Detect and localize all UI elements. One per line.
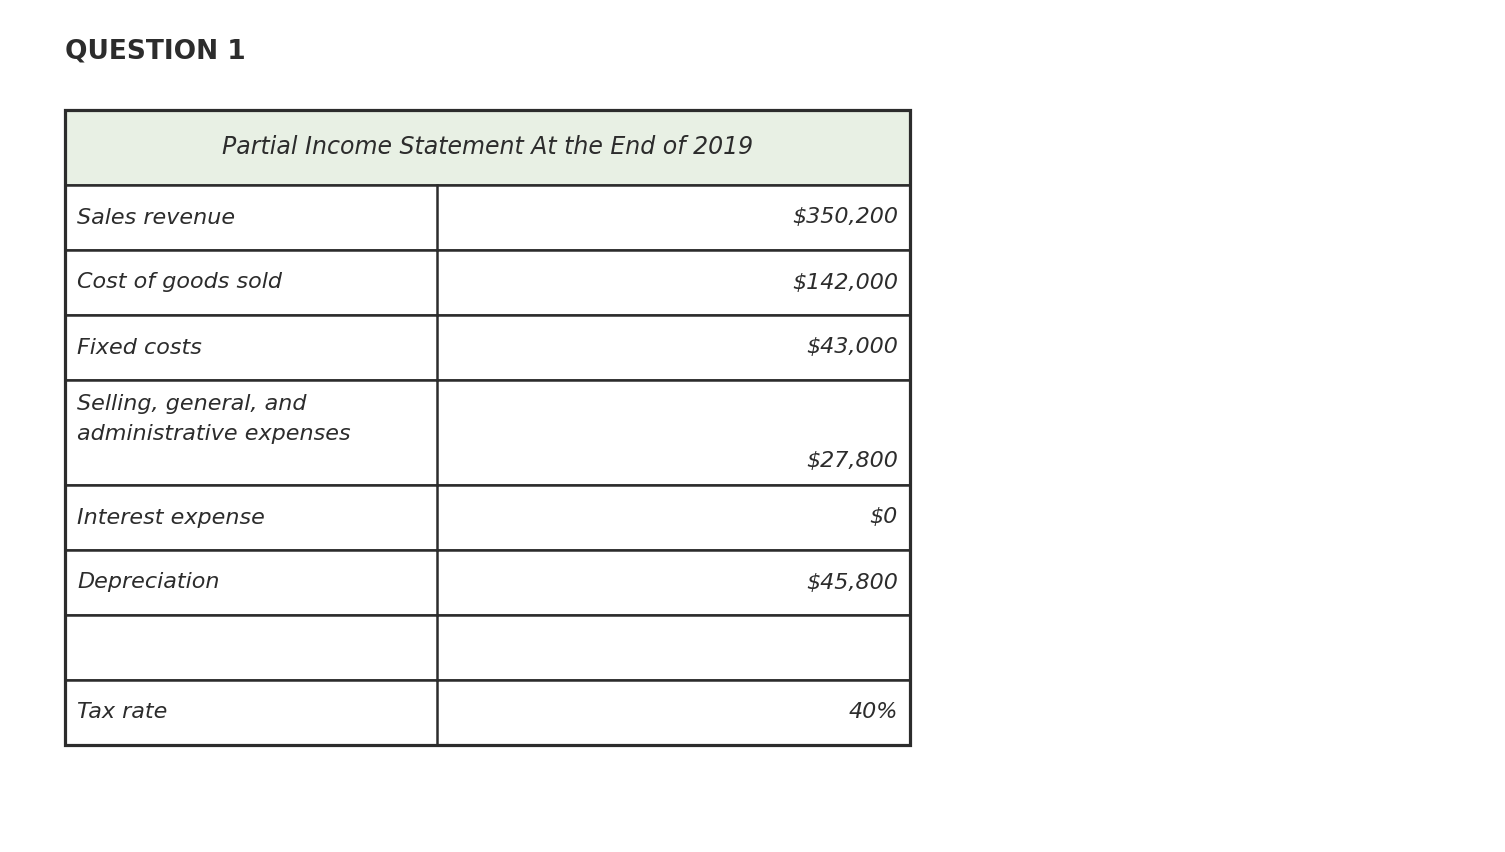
Bar [65, 380, 911, 485]
Bar [65, 250, 911, 315]
Text: $350,200: $350,200 [792, 208, 898, 227]
Bar [65, 485, 911, 550]
Text: Depreciation: Depreciation [77, 573, 220, 592]
Text: $0: $0 [870, 508, 898, 527]
Bar [65, 185, 911, 250]
Bar [65, 550, 911, 615]
Text: Tax rate: Tax rate [77, 703, 167, 722]
Bar [65, 110, 911, 745]
Text: Selling, general, and
administrative expenses: Selling, general, and administrative exp… [77, 394, 351, 444]
Text: Cost of goods sold: Cost of goods sold [77, 273, 281, 292]
Text: Interest expense: Interest expense [77, 508, 265, 527]
Text: Sales revenue: Sales revenue [77, 208, 235, 227]
Bar [65, 315, 911, 380]
Text: $142,000: $142,000 [792, 273, 898, 292]
Text: $45,800: $45,800 [807, 573, 898, 592]
Text: 40%: 40% [849, 703, 898, 722]
Text: $43,000: $43,000 [807, 337, 898, 358]
Text: $27,800: $27,800 [807, 451, 898, 471]
Bar [65, 615, 911, 680]
Text: QUESTION 1: QUESTION 1 [65, 38, 245, 64]
Bar [65, 680, 911, 745]
Text: Fixed costs: Fixed costs [77, 337, 202, 358]
Text: Partial Income Statement At the End of 2019: Partial Income Statement At the End of 2… [221, 135, 752, 159]
Bar [65, 110, 911, 185]
